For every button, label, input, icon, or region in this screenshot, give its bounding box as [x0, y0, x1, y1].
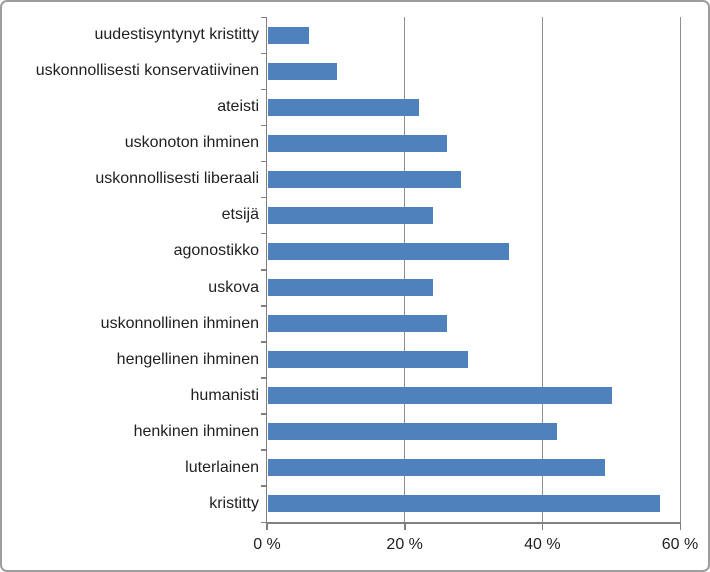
y-axis-tick	[261, 449, 267, 451]
category-label: humanisti	[190, 386, 259, 404]
y-axis-tick	[261, 521, 267, 523]
x-tick-label: 40 %	[524, 536, 561, 553]
bar-uskonnollisesti-liberaali	[268, 170, 461, 188]
bar-uskova	[268, 279, 434, 297]
x-axis-tick	[541, 522, 544, 530]
category-label: agonostikko	[173, 242, 259, 260]
bar-humanisti	[268, 387, 613, 405]
category-label: luterlainen	[185, 458, 259, 476]
x-tick-label: 20 %	[386, 536, 423, 553]
y-axis-tick	[261, 413, 267, 415]
x-axis-tick	[404, 522, 406, 530]
gridline-40	[541, 17, 543, 522]
y-axis-tick	[261, 124, 267, 127]
bar-uudestisyntynyt-kristitty	[268, 26, 310, 44]
category-label: uskova	[208, 278, 259, 296]
y-axis-tick	[261, 196, 267, 199]
x-axis-line	[265, 522, 680, 524]
category-label: hengellinen ihminen	[116, 350, 259, 368]
x-tick-label: 0 %	[253, 536, 281, 553]
gridline-60	[679, 17, 681, 522]
category-label: ateisti	[217, 98, 259, 116]
bar-henkinen-ihminen	[268, 423, 558, 441]
x-axis-tick	[266, 522, 268, 530]
y-axis-tick	[261, 88, 267, 91]
y-axis-tick	[261, 341, 267, 343]
bar-hengellinen-ihminen	[268, 351, 468, 369]
x-tick-label: 60 %	[661, 536, 699, 553]
bar-agonostikko	[268, 242, 509, 260]
bar-uskonnollisesti-konservatiivinen	[268, 62, 337, 80]
category-label: uskonnollisesti konservatiivinen	[35, 62, 259, 80]
y-axis-tick	[261, 16, 267, 18]
gridline-20	[404, 17, 406, 522]
y-axis-tick	[261, 160, 267, 163]
bar-ateisti	[268, 98, 420, 116]
x-axis-tick	[679, 522, 681, 530]
bar-uskonoton-ihminen	[268, 134, 447, 152]
bar-kristitty	[268, 495, 661, 513]
y-axis-tick	[261, 305, 267, 307]
y-axis-tick	[261, 485, 267, 487]
category-label: henkinen ihminen	[133, 422, 259, 440]
bar-luterlainen	[268, 459, 606, 477]
category-label: uskonoton ihminen	[124, 134, 259, 152]
category-label: uudestisyntynyt kristitty	[94, 26, 260, 43]
bar-etsijä	[268, 206, 434, 224]
category-label: uskonnollinen ihminen	[100, 314, 259, 332]
category-label: etsijä	[221, 206, 259, 224]
y-axis-tick	[261, 52, 267, 55]
y-axis-tick	[261, 269, 267, 271]
y-axis-tick	[261, 377, 267, 379]
y-axis-line	[265, 17, 267, 530]
bar-uskonnollinen-ihminen	[268, 315, 447, 333]
category-label: kristitty	[209, 494, 259, 512]
category-label: uskonnollisesti liberaali	[95, 170, 259, 188]
y-axis-tick	[261, 232, 267, 235]
